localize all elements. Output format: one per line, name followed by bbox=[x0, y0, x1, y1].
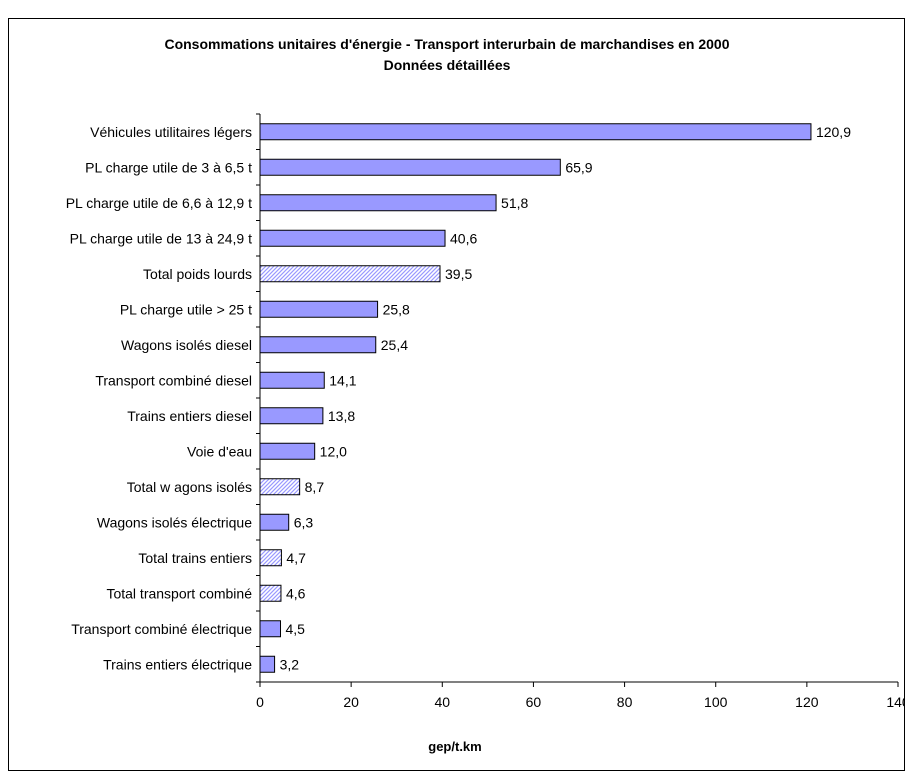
x-axis-title: gep/t.km bbox=[428, 739, 481, 754]
x-tick-label: 80 bbox=[617, 694, 633, 710]
x-tick-label: 100 bbox=[704, 694, 728, 710]
category-label: Transport combiné électrique bbox=[71, 621, 252, 637]
chart-frame: Consommations unitaires d'énergie - Tran… bbox=[8, 18, 905, 771]
category-label: Total transport combiné bbox=[106, 585, 252, 601]
category-label: Total trains entiers bbox=[138, 550, 252, 566]
bar bbox=[259, 549, 282, 567]
x-tick-label: 20 bbox=[343, 694, 359, 710]
axis-layer: 0 20 40 60 80 100 120 140 bbox=[256, 113, 904, 710]
data-label: 4,5 bbox=[286, 621, 306, 637]
bar bbox=[259, 371, 325, 389]
data-label: 25,8 bbox=[383, 301, 410, 317]
x-tick-label: 140 bbox=[886, 694, 904, 710]
category-label: PL charge utile de 6,6 à 12,9 t bbox=[66, 195, 252, 211]
bar bbox=[259, 584, 282, 602]
data-label: 8,7 bbox=[305, 479, 325, 495]
bar bbox=[259, 513, 290, 531]
bar bbox=[259, 158, 561, 176]
bar bbox=[259, 407, 324, 425]
data-label: 51,8 bbox=[501, 195, 528, 211]
data-label: 39,5 bbox=[445, 266, 472, 282]
category-label: Total poids lourds bbox=[143, 266, 252, 282]
data-label: 12,0 bbox=[320, 443, 347, 459]
data-label: 13,8 bbox=[328, 408, 355, 424]
data-label: 3,2 bbox=[280, 656, 300, 672]
bar bbox=[259, 478, 301, 496]
bar bbox=[259, 442, 316, 460]
x-tick-label: 40 bbox=[434, 694, 450, 710]
data-label: 120,9 bbox=[816, 124, 851, 140]
data-label: 4,7 bbox=[286, 550, 306, 566]
chart-subtitle: Données détaillées bbox=[384, 57, 511, 73]
bar bbox=[259, 194, 497, 212]
data-label: 4,6 bbox=[286, 585, 306, 601]
category-label: Wagons isolés électrique bbox=[97, 514, 252, 530]
category-label: PL charge utile > 25 t bbox=[120, 301, 252, 317]
category-label: PL charge utile de 13 à 24,9 t bbox=[70, 230, 253, 246]
bar bbox=[259, 123, 812, 141]
category-label: Wagons isolés diesel bbox=[121, 337, 252, 353]
x-tick-label: 120 bbox=[795, 694, 819, 710]
bar bbox=[259, 336, 377, 354]
bar bbox=[259, 620, 282, 638]
data-label: 40,6 bbox=[450, 230, 477, 246]
category-label: Transport combiné diesel bbox=[95, 372, 252, 388]
bar bbox=[259, 655, 276, 673]
bar bbox=[259, 300, 379, 318]
category-label: Total w agons isolés bbox=[127, 479, 252, 495]
category-label: Trains entiers électrique bbox=[103, 656, 252, 672]
category-label: Trains entiers diesel bbox=[127, 408, 252, 424]
bar bbox=[259, 229, 446, 247]
category-label: Voie d'eau bbox=[187, 443, 252, 459]
bar bbox=[259, 265, 441, 283]
x-tick-label: 60 bbox=[526, 694, 542, 710]
data-label: 25,4 bbox=[381, 337, 408, 353]
category-label: PL charge utile de 3 à 6,5 t bbox=[85, 159, 252, 175]
bars-layer: Véhicules utilitaires légers 120,9 PL char… bbox=[66, 123, 851, 673]
data-label: 65,9 bbox=[565, 159, 592, 175]
category-label: Véhicules utilitaires légers bbox=[90, 124, 252, 140]
data-label: 14,1 bbox=[329, 372, 356, 388]
x-tick-label: 0 bbox=[256, 694, 264, 710]
data-label: 6,3 bbox=[294, 514, 314, 530]
chart-title: Consommations unitaires d'énergie - Tran… bbox=[164, 36, 729, 52]
bar-chart: Consommations unitaires d'énergie - Tran… bbox=[66, 36, 904, 754]
